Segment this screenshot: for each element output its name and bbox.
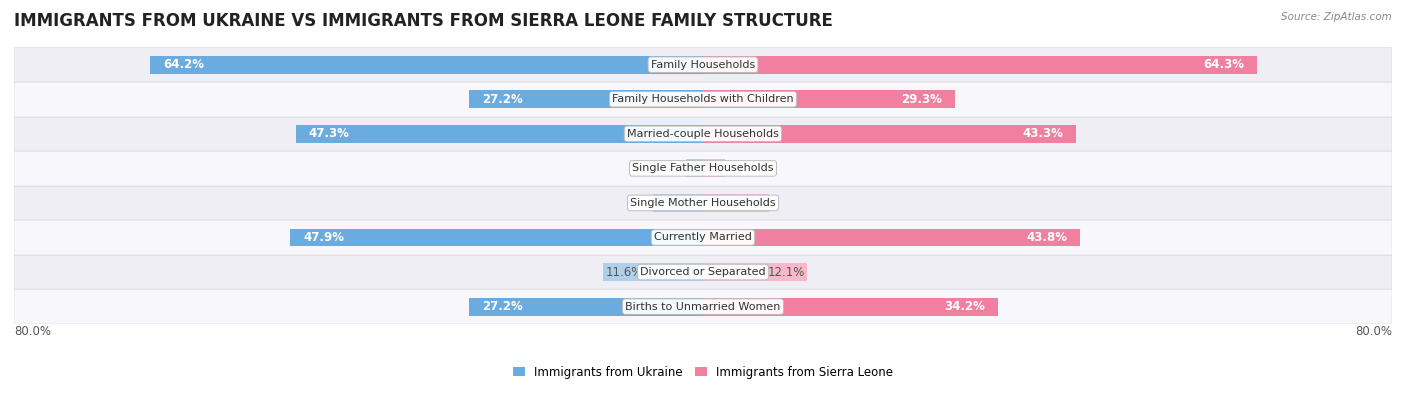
- Bar: [14, 117, 1392, 151]
- Text: 43.8%: 43.8%: [1026, 231, 1067, 244]
- Text: 12.1%: 12.1%: [768, 265, 804, 278]
- Text: IMMIGRANTS FROM UKRAINE VS IMMIGRANTS FROM SIERRA LEONE FAMILY STRUCTURE: IMMIGRANTS FROM UKRAINE VS IMMIGRANTS FR…: [14, 12, 832, 30]
- Text: Single Mother Households: Single Mother Households: [630, 198, 776, 208]
- Text: 47.3%: 47.3%: [308, 127, 350, 140]
- Bar: [14, 220, 1392, 255]
- Bar: [14, 151, 1392, 186]
- Bar: [14, 47, 1392, 82]
- Text: 64.3%: 64.3%: [1202, 58, 1244, 71]
- Bar: [703, 159, 724, 177]
- Bar: [703, 125, 1076, 143]
- Text: Births to Unmarried Women: Births to Unmarried Women: [626, 302, 780, 312]
- Text: Married-couple Households: Married-couple Households: [627, 129, 779, 139]
- Bar: [295, 125, 703, 143]
- Text: 43.3%: 43.3%: [1022, 127, 1063, 140]
- Text: Family Households with Children: Family Households with Children: [612, 94, 794, 104]
- Bar: [468, 298, 703, 316]
- Legend: Immigrants from Ukraine, Immigrants from Sierra Leone: Immigrants from Ukraine, Immigrants from…: [513, 366, 893, 379]
- Text: 2.5%: 2.5%: [692, 162, 721, 175]
- Text: 34.2%: 34.2%: [943, 300, 984, 313]
- Text: Source: ZipAtlas.com: Source: ZipAtlas.com: [1281, 12, 1392, 22]
- Bar: [603, 263, 703, 281]
- Bar: [14, 186, 1392, 220]
- Bar: [703, 263, 807, 281]
- Bar: [703, 228, 1080, 246]
- Text: Divorced or Separated: Divorced or Separated: [640, 267, 766, 277]
- Bar: [686, 159, 703, 177]
- Bar: [14, 82, 1392, 117]
- Bar: [150, 56, 703, 73]
- Text: 2.0%: 2.0%: [689, 162, 718, 175]
- Bar: [468, 90, 703, 108]
- Bar: [652, 194, 703, 212]
- Text: 27.2%: 27.2%: [482, 93, 523, 106]
- Text: 64.2%: 64.2%: [163, 58, 204, 71]
- Text: 5.8%: 5.8%: [655, 196, 685, 209]
- Text: 11.6%: 11.6%: [606, 265, 643, 278]
- Bar: [14, 255, 1392, 289]
- Text: 27.2%: 27.2%: [482, 300, 523, 313]
- Text: 47.9%: 47.9%: [304, 231, 344, 244]
- Text: Single Father Households: Single Father Households: [633, 164, 773, 173]
- Bar: [291, 228, 703, 246]
- Bar: [703, 90, 955, 108]
- Text: Currently Married: Currently Married: [654, 233, 752, 243]
- Bar: [703, 194, 769, 212]
- Text: 80.0%: 80.0%: [1355, 325, 1392, 338]
- Text: Family Households: Family Households: [651, 60, 755, 70]
- Text: 7.7%: 7.7%: [737, 196, 766, 209]
- Text: 29.3%: 29.3%: [901, 93, 942, 106]
- Bar: [14, 289, 1392, 324]
- Bar: [703, 56, 1257, 73]
- Text: 80.0%: 80.0%: [14, 325, 51, 338]
- Bar: [703, 298, 997, 316]
